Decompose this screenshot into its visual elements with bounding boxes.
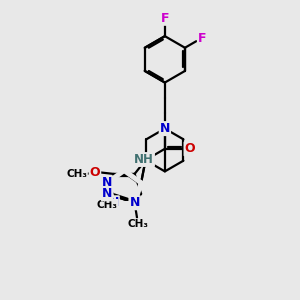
Text: F: F <box>198 32 206 45</box>
Text: CH₃: CH₃ <box>66 169 87 179</box>
Text: N: N <box>129 196 140 209</box>
Text: F: F <box>160 12 169 25</box>
Text: CH₃: CH₃ <box>127 219 148 229</box>
Text: N: N <box>109 196 119 209</box>
Text: NH: NH <box>134 153 154 166</box>
Text: O: O <box>90 166 100 179</box>
Text: O: O <box>184 142 195 155</box>
Text: N: N <box>102 176 112 189</box>
Text: N: N <box>102 188 112 200</box>
Text: N: N <box>160 122 170 135</box>
Text: CH₃: CH₃ <box>97 200 118 210</box>
